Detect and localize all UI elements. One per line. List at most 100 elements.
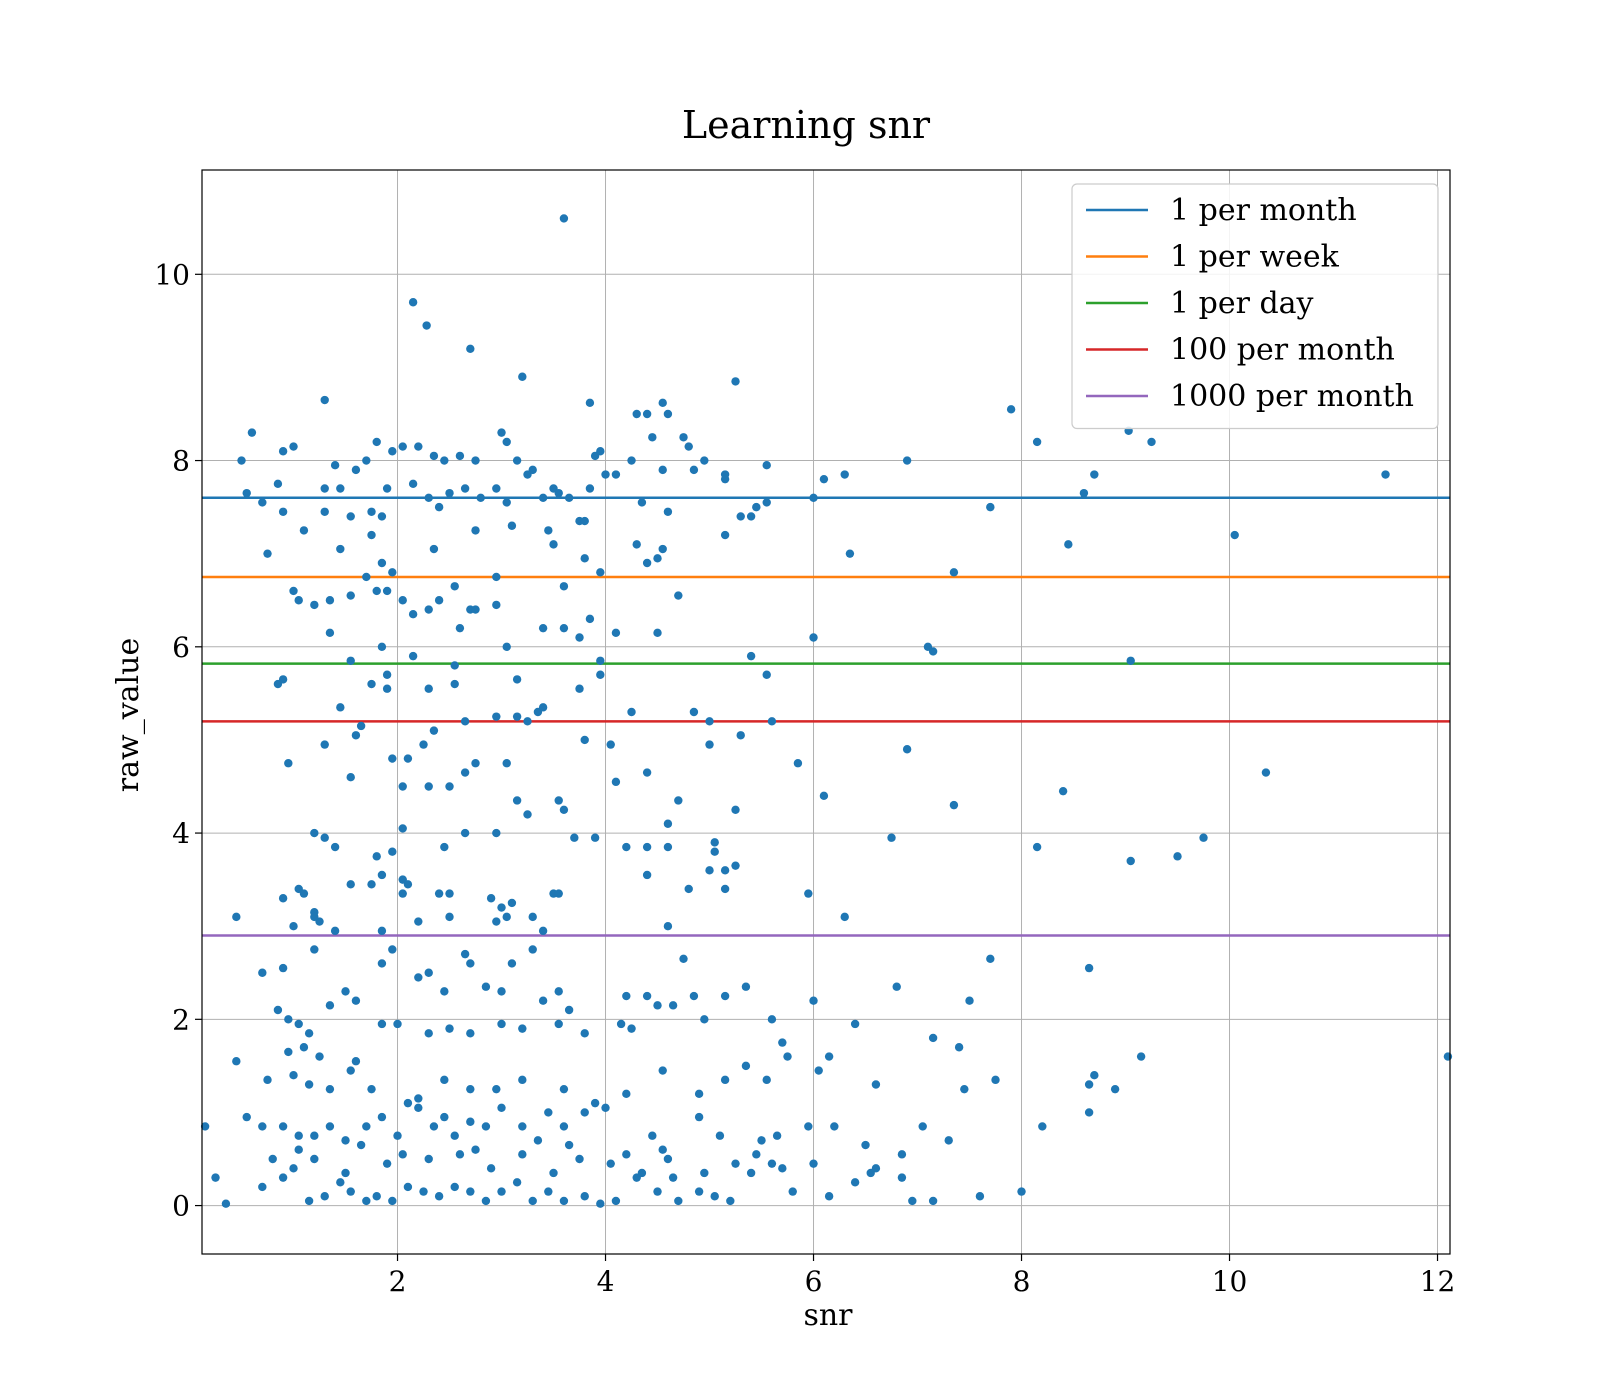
data-point	[689, 991, 699, 1001]
data-point	[622, 1150, 631, 1159]
data-point	[382, 1159, 392, 1168]
data-point	[720, 991, 730, 1001]
data-point	[596, 447, 605, 456]
data-point	[362, 572, 371, 582]
data-point	[440, 1075, 449, 1085]
data-point	[731, 805, 740, 814]
data-point	[653, 1001, 662, 1010]
data-point	[450, 1182, 459, 1192]
data-point	[908, 1196, 917, 1206]
data-point	[575, 684, 584, 693]
data-point	[757, 1136, 766, 1145]
data-point	[1084, 1108, 1094, 1117]
data-point	[372, 1192, 381, 1201]
data-point	[840, 912, 849, 922]
data-point	[512, 675, 522, 684]
data-point	[325, 1084, 335, 1094]
data-point	[512, 1178, 522, 1187]
data-point	[289, 586, 298, 596]
data-point	[850, 1019, 860, 1029]
data-point	[523, 717, 532, 726]
data-point	[752, 502, 761, 512]
data-point	[445, 1024, 454, 1033]
data-point	[320, 484, 329, 493]
data-point	[304, 1196, 314, 1206]
data-point	[278, 447, 288, 456]
data-point	[1230, 530, 1239, 540]
y-tick-label: 8	[172, 445, 190, 478]
data-point	[648, 433, 657, 442]
data-point	[398, 824, 407, 833]
data-point	[403, 880, 413, 889]
data-point	[720, 1075, 730, 1085]
data-point	[424, 1029, 433, 1038]
data-point	[445, 889, 454, 898]
data-point	[720, 530, 730, 540]
data-point	[632, 540, 641, 549]
data-point	[518, 1024, 527, 1033]
data-point	[596, 568, 605, 577]
data-point	[398, 782, 407, 791]
data-point	[356, 1140, 366, 1150]
data-point	[388, 447, 397, 456]
data-point	[538, 703, 548, 712]
data-point	[388, 847, 397, 856]
data-point	[398, 889, 407, 898]
data-point	[762, 1075, 771, 1085]
data-point	[642, 768, 652, 777]
data-point	[694, 1112, 704, 1122]
data-point	[585, 484, 595, 493]
data-point	[476, 493, 485, 503]
x-tick-label: 4	[597, 1265, 615, 1298]
data-point	[746, 1168, 756, 1178]
data-point	[559, 582, 569, 591]
data-point	[424, 493, 433, 503]
data-point	[299, 1043, 309, 1052]
data-point	[642, 870, 652, 880]
data-point	[523, 810, 532, 819]
data-point	[809, 493, 818, 503]
data-point	[492, 917, 501, 926]
data-point	[606, 740, 615, 749]
data-point	[471, 1145, 480, 1154]
data-point	[559, 623, 569, 633]
data-point	[559, 1122, 569, 1131]
data-point	[1090, 1070, 1099, 1080]
data-point	[809, 996, 818, 1005]
data-point	[809, 1159, 818, 1168]
data-point	[622, 842, 631, 852]
data-point	[278, 894, 288, 903]
data-point	[466, 1117, 475, 1126]
data-point	[414, 1094, 423, 1103]
legend-label: 1000 per month	[1170, 379, 1414, 414]
data-point	[408, 651, 418, 661]
data-point	[362, 1196, 371, 1206]
data-point	[330, 926, 340, 936]
data-point	[663, 921, 673, 931]
data-point	[736, 731, 745, 740]
data-point	[377, 926, 387, 936]
data-point	[1038, 1122, 1047, 1131]
y-tick-label: 2	[172, 1003, 190, 1036]
data-point	[720, 884, 730, 894]
data-point	[559, 805, 569, 814]
data-point	[871, 1080, 881, 1089]
data-point	[320, 740, 329, 749]
data-point	[518, 1150, 527, 1159]
data-point	[528, 912, 537, 922]
data-point	[778, 1164, 787, 1173]
data-point	[460, 768, 470, 777]
data-point	[455, 451, 465, 461]
data-point	[445, 912, 454, 922]
data-point	[299, 889, 309, 898]
data-point	[1079, 488, 1089, 498]
data-point	[611, 1196, 621, 1206]
data-point	[440, 842, 449, 852]
data-point	[507, 898, 517, 908]
data-point	[559, 1084, 569, 1094]
data-point	[726, 1196, 735, 1206]
data-point	[554, 987, 563, 996]
data-point	[460, 484, 470, 493]
data-point	[200, 1122, 210, 1131]
